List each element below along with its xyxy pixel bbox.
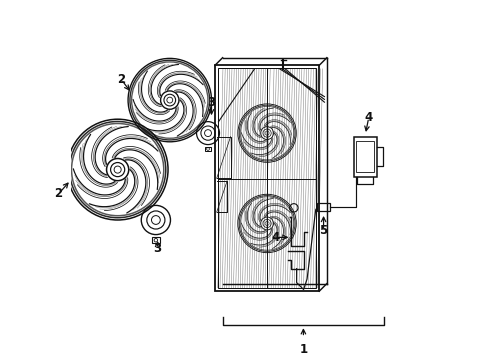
Bar xyxy=(217,68,316,288)
Text: 4: 4 xyxy=(271,231,279,244)
Text: 4: 4 xyxy=(364,111,372,124)
Bar xyxy=(204,147,211,151)
Text: 2: 2 xyxy=(54,188,62,201)
Bar xyxy=(215,65,319,291)
Bar xyxy=(317,203,329,211)
Text: 5: 5 xyxy=(319,224,327,237)
Bar xyxy=(152,237,160,243)
Text: 3: 3 xyxy=(153,242,162,255)
Bar xyxy=(353,136,376,176)
Text: 3: 3 xyxy=(207,96,215,109)
Bar xyxy=(356,141,373,172)
Text: 1: 1 xyxy=(299,343,307,356)
Text: 2: 2 xyxy=(117,73,125,86)
